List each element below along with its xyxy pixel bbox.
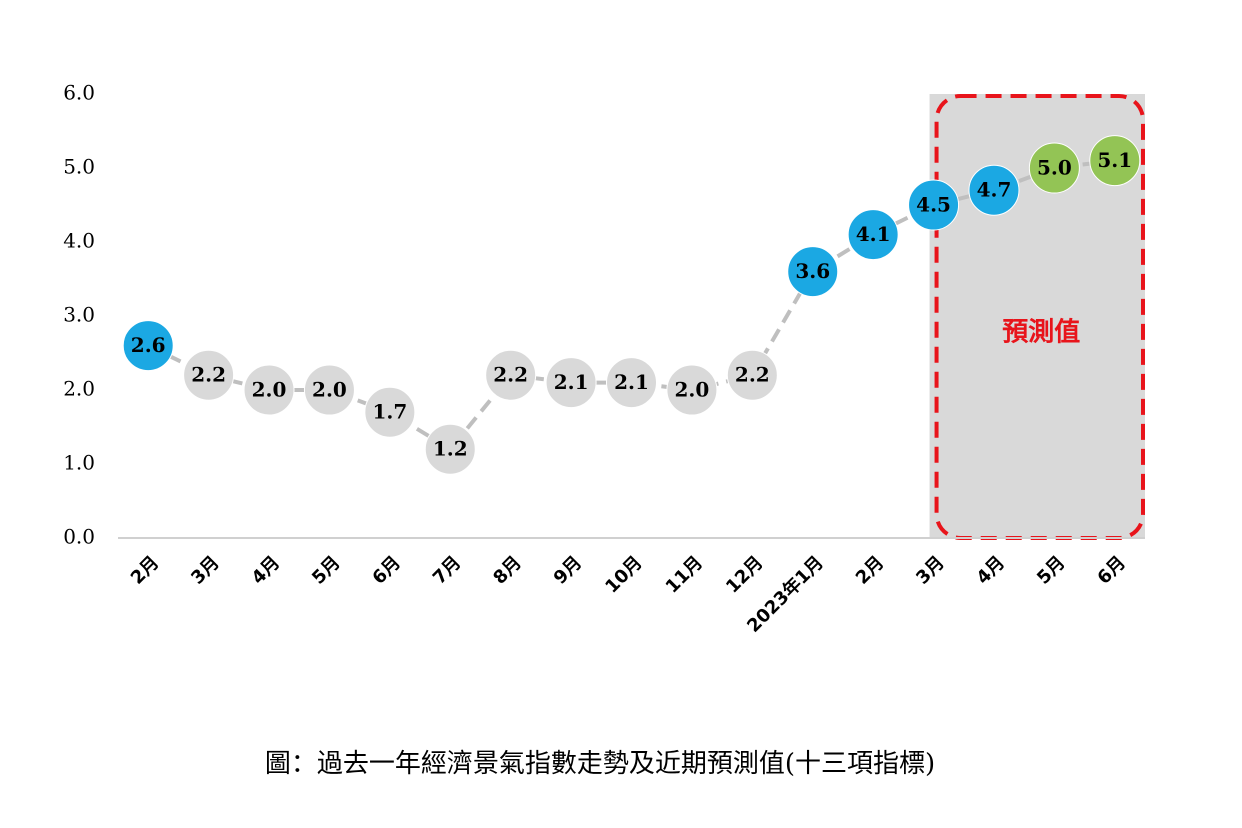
data-point [545,357,597,409]
data-point [1028,142,1080,194]
x-tick-label: 4月 [973,552,1009,588]
data-label: 1.2 [433,437,468,461]
y-tick-label: 1.0 [63,451,95,475]
data-point [968,164,1020,216]
x-tick-label: 2月 [852,552,888,588]
data-label: 2.0 [675,378,710,402]
x-tick-label: 8月 [489,552,525,588]
y-tick-label: 3.0 [63,303,95,327]
data-label: 2.1 [614,370,649,394]
data-point [303,364,355,416]
data-point [1089,135,1141,187]
annotation: 預測值 [1002,318,1080,348]
caption: 圖：過去一年經濟景氣指數走勢及近期預測值(十三項指標) [265,749,935,779]
data-point [485,349,537,401]
y-tick-label: 5.0 [63,155,95,179]
x-tick-label: 12月 [722,552,767,597]
x-tick-label: 5月 [308,552,344,588]
y-tick-label: 6.0 [63,81,95,105]
data-label: 2.1 [554,370,589,394]
x-tick-label: 3月 [912,552,948,588]
data-label: 5.0 [1037,156,1072,180]
data-label: 1.7 [372,400,407,424]
x-tick-label: 7月 [429,552,465,588]
data-label: 2.2 [493,363,528,387]
data-point [606,357,657,409]
data-point [908,179,960,231]
data-label: 4.7 [977,178,1012,202]
y-tick-label: 2.0 [63,377,95,401]
x-tick-label: 6月 [368,552,404,588]
x-tick-label: 11月 [662,552,707,597]
y-tick-label: 4.0 [63,229,95,253]
data-label: 2.0 [312,378,347,402]
x-tick-label: 10月 [601,552,646,597]
data-point [122,320,174,372]
data-point [424,423,476,475]
data-label: 4.5 [916,193,951,217]
data-label: 2.0 [252,378,287,402]
x-tick-label: 4月 [248,552,284,588]
x-tick-label: 5月 [1033,552,1069,588]
data-point [726,349,778,401]
data-point [364,386,416,438]
y-tick-label: 0.0 [63,525,95,549]
data-label: 5.1 [1097,148,1132,172]
x-tick-label: 2月 [127,552,163,588]
data-point [666,364,718,416]
data-point [787,246,839,298]
data-point [847,209,899,261]
data-label: 2.2 [191,363,226,387]
x-tick-label: 3月 [187,552,223,588]
data-point [183,349,235,401]
data-point [243,364,295,416]
data-label: 4.1 [856,222,891,246]
data-label: 2.2 [735,363,770,387]
data-label: 2.6 [131,333,166,357]
x-tick-label: 6月 [1093,552,1129,588]
x-tick-label: 9月 [550,552,586,588]
data-label: 3.6 [795,259,830,283]
